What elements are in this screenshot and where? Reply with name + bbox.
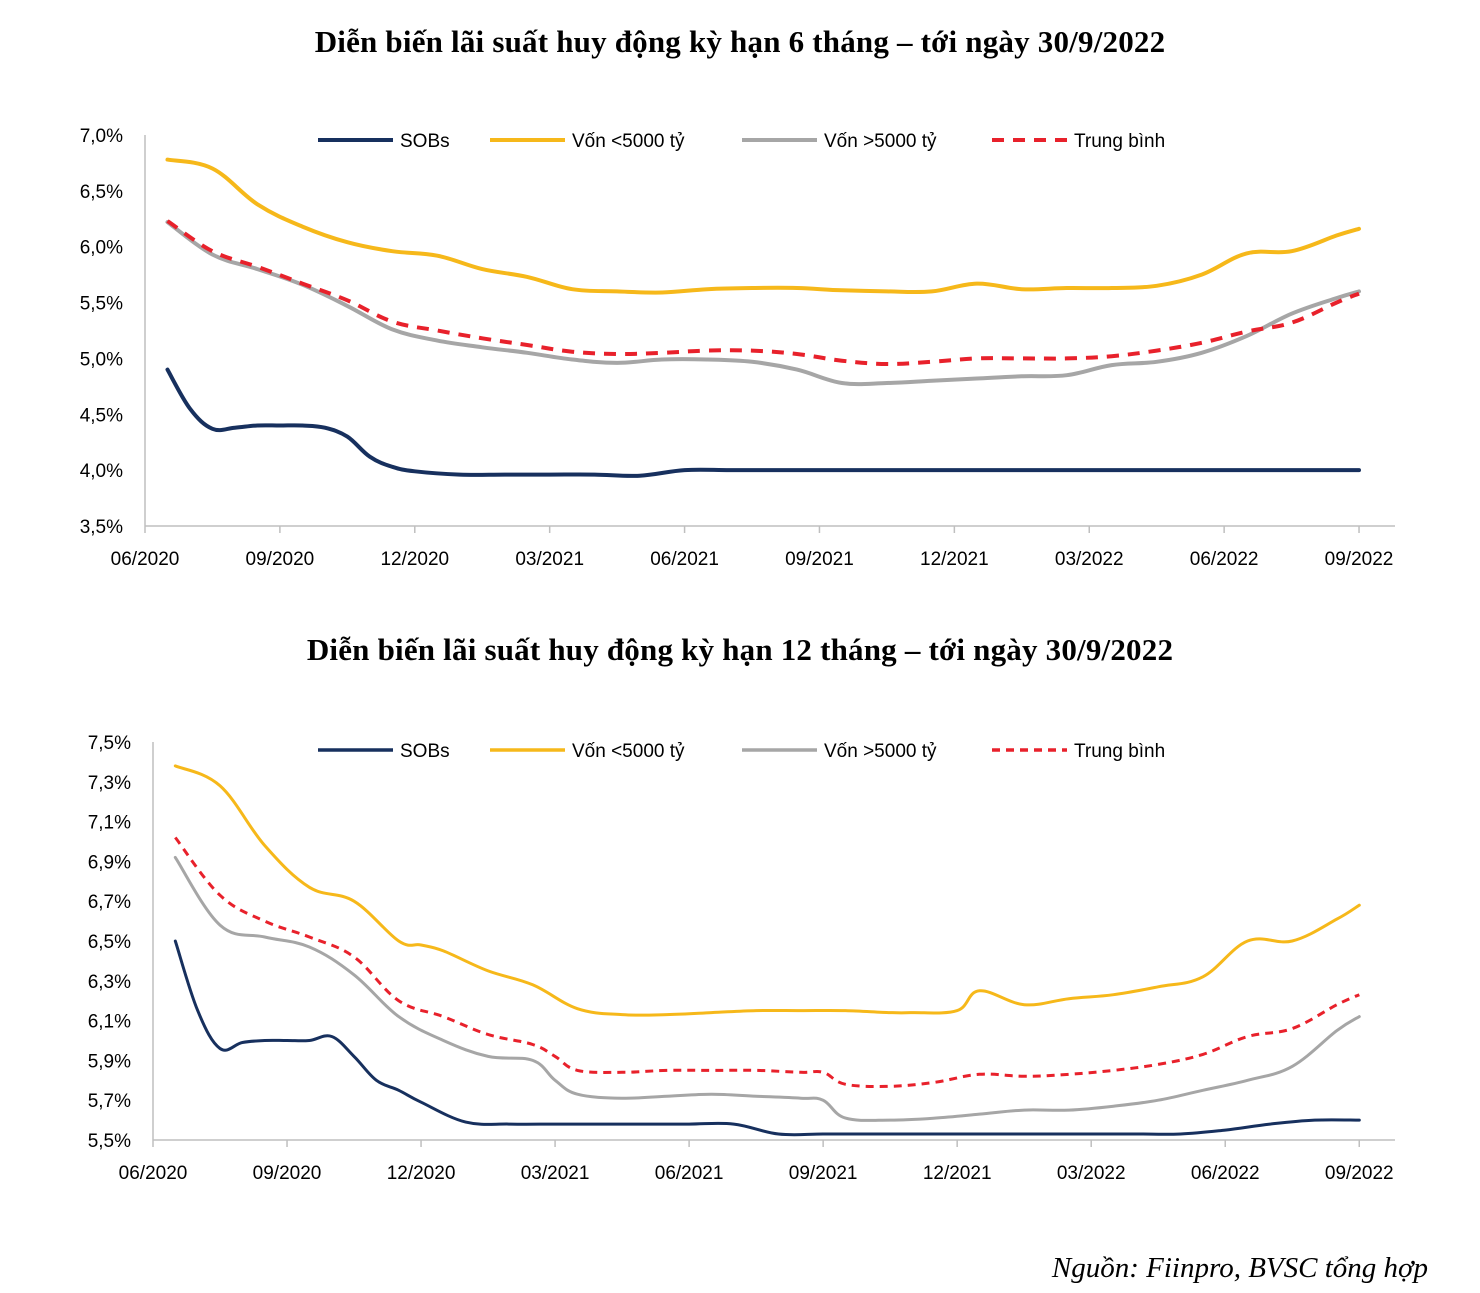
y-tick-label: 7,0%	[80, 126, 123, 147]
y-tick-label: 3,5%	[80, 517, 123, 538]
x-tick-label: 12/2020	[387, 1163, 456, 1184]
x-tick-label: 09/2022	[1325, 1163, 1394, 1184]
y-tick-label: 6,7%	[88, 892, 131, 913]
x-tick-label: 06/2021	[650, 549, 719, 570]
x-tick-label: 06/2022	[1190, 549, 1259, 570]
y-tick-label: 6,0%	[80, 238, 123, 259]
legend-label-3: Vốn >5000 tỷ	[824, 131, 937, 152]
x-tick-label: 12/2020	[380, 549, 449, 570]
y-tick-label: 6,5%	[88, 932, 131, 953]
series-line-1	[173, 939, 1361, 1137]
x-tick-label: 06/2020	[111, 549, 180, 570]
y-tick-label: 6,3%	[88, 972, 131, 993]
x-tick-label: 09/2020	[253, 1163, 322, 1184]
chart-6-month: 3,5% 4,0% 4,5% 5,0% 5,5% 6,0% 6,5% 7,0% 06/2020 0…	[80, 126, 1395, 570]
x-tick-label: 03/2021	[521, 1163, 590, 1184]
y-tick-label: 5,9%	[88, 1051, 131, 1072]
legend-label-3: Vốn >5000 tỷ	[824, 741, 937, 762]
y-tick-label: 6,9%	[88, 852, 131, 873]
x-tick-label: 03/2022	[1057, 1163, 1126, 1184]
y-tick-label: 7,1%	[88, 813, 131, 834]
y-tick-label: 7,5%	[88, 733, 131, 754]
x-tick-label: 03/2021	[515, 549, 584, 570]
y-tick-label: 6,5%	[80, 182, 123, 203]
chart-title-6m: Diễn biến lãi suất huy động kỳ hạn 6 thá…	[314, 24, 1166, 59]
series-line-4	[166, 219, 1360, 367]
series-line-3	[165, 220, 1361, 387]
legend-label-1: SOBs	[400, 131, 450, 152]
x-tick-label: 09/2021	[789, 1163, 858, 1184]
series-line-3	[173, 855, 1361, 1122]
legend-label-4: Trung bình	[1074, 131, 1165, 152]
y-tick-label: 4,0%	[80, 461, 123, 482]
legend-label-2: Vốn <5000 tỷ	[572, 131, 685, 152]
y-tick-label: 4,5%	[80, 405, 123, 426]
series-line-4	[174, 836, 1360, 1088]
legend-label-2: Vốn <5000 tỷ	[572, 741, 685, 762]
x-tick-label: 03/2022	[1055, 549, 1124, 570]
legend-label-1: SOBs	[400, 741, 450, 762]
y-tick-label: 5,0%	[80, 349, 123, 370]
chart-title-12m: Diễn biến lãi suất huy động kỳ hạn 12 th…	[306, 632, 1174, 667]
x-tick-label: 12/2021	[920, 549, 989, 570]
y-tick-label: 6,1%	[88, 1012, 131, 1033]
x-tick-label: 06/2022	[1191, 1163, 1260, 1184]
y-tick-label: 5,7%	[88, 1091, 131, 1112]
series-line-2	[165, 157, 1361, 295]
x-tick-label: 09/2020	[246, 549, 315, 570]
legend-label-4: Trung bình	[1074, 741, 1165, 762]
x-tick-label: 09/2022	[1325, 549, 1394, 570]
series-line-1	[165, 367, 1361, 478]
x-tick-label: 06/2021	[655, 1163, 724, 1184]
chart-12-month: 5,5% 5,7% 5,9% 6,1% 6,3% 6,5% 6,7% 6,9% 7,1% 7,3%…	[88, 733, 1395, 1184]
x-tick-label: 12/2021	[923, 1163, 992, 1184]
y-tick-label: 5,5%	[80, 294, 123, 315]
y-tick-label: 5,5%	[88, 1131, 131, 1152]
x-tick-label: 06/2020	[119, 1163, 188, 1184]
source-note: Nguồn: Fiinpro, BVSC tổng hợp	[1051, 1252, 1428, 1284]
y-tick-label: 7,3%	[88, 773, 131, 794]
series-line-2	[173, 764, 1361, 1017]
x-tick-label: 09/2021	[785, 549, 854, 570]
